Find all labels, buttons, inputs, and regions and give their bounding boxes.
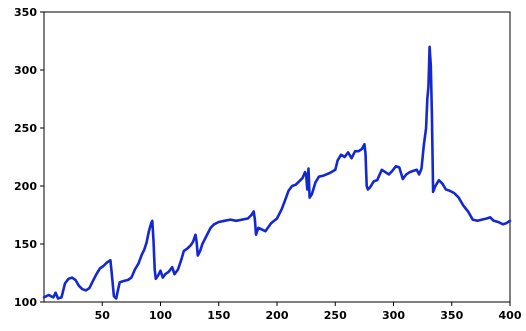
- y-tick-label: 150: [14, 238, 37, 251]
- x-tick-label: 50: [95, 309, 111, 322]
- x-tick-label: 100: [149, 309, 172, 322]
- x-tick-label: 350: [440, 309, 463, 322]
- x-tick-label: 400: [499, 309, 522, 322]
- y-tick-label: 250: [14, 122, 37, 135]
- y-tick-label: 200: [14, 180, 37, 193]
- y-axis: 100 150 200 250 300 350: [14, 6, 44, 309]
- plot-area: 50 100 150 200 250 300 350 400 100 150 200 250 300 3…: [14, 6, 522, 322]
- series-line: [42, 45, 512, 300]
- y-tick-label: 350: [14, 6, 37, 19]
- x-tick-label: 200: [266, 309, 289, 322]
- plot-frame: [43, 11, 511, 303]
- x-tick-label: 300: [382, 309, 405, 322]
- x-axis: 50 100 150 200 250 300 350 400: [95, 302, 522, 322]
- y-tick-label: 100: [14, 296, 37, 309]
- x-tick-label: 150: [207, 309, 230, 322]
- y-tick-label: 300: [14, 64, 37, 77]
- x-tick-label: 250: [324, 309, 347, 322]
